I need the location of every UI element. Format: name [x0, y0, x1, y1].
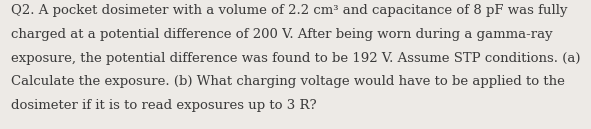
Text: Q2. A pocket dosimeter with a volume of 2.2 cm³ and capacitance of 8 pF was full: Q2. A pocket dosimeter with a volume of …	[11, 4, 567, 17]
Text: Calculate the exposure. (b) What charging voltage would have to be applied to th: Calculate the exposure. (b) What chargin…	[11, 75, 564, 88]
Text: exposure, the potential difference was found to be 192 V. Assume STP conditions.: exposure, the potential difference was f…	[11, 52, 580, 65]
Text: charged at a potential difference of 200 V. After being worn during a gamma-ray: charged at a potential difference of 200…	[11, 28, 552, 41]
Text: dosimeter if it is to read exposures up to 3 R?: dosimeter if it is to read exposures up …	[11, 99, 316, 112]
